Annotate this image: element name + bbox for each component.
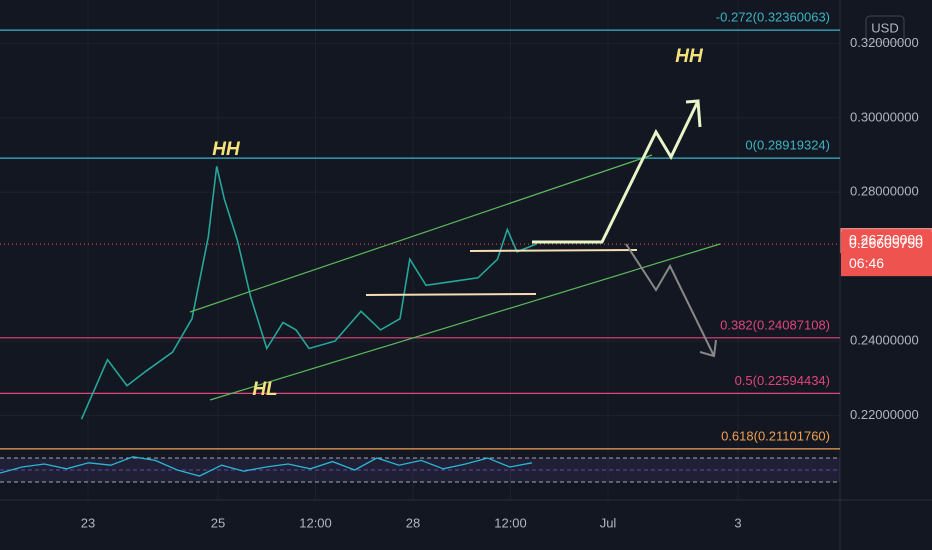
x-tick-label: 25 bbox=[211, 515, 225, 530]
fib-label: 0(0.28919324) bbox=[745, 138, 830, 153]
currency-box[interactable] bbox=[865, 15, 905, 43]
x-tick-label: 28 bbox=[406, 515, 420, 530]
x-tick-label: 3 bbox=[734, 515, 741, 530]
fib-label: 0.5(0.22594434) bbox=[735, 373, 830, 388]
annotation: HH bbox=[212, 139, 241, 160]
x-tick-label: Jul bbox=[600, 515, 617, 530]
y-tick-label: 0.28000000 bbox=[850, 184, 919, 199]
annotation: HL bbox=[252, 379, 277, 400]
price-box bbox=[841, 232, 932, 277]
price-label: 0.26700000 bbox=[849, 231, 923, 247]
countdown: 06:46 bbox=[849, 255, 884, 271]
currency[interactable]: USD bbox=[871, 20, 898, 35]
x-tick-label: 23 bbox=[81, 515, 95, 530]
fib-label: 0.618(0.21101760) bbox=[721, 428, 830, 443]
y-tick-label: 0.24000000 bbox=[850, 333, 919, 348]
y-tick-label: 0.22000000 bbox=[850, 407, 919, 422]
y-tick-label: 0.32000000 bbox=[850, 35, 919, 50]
x-tick-label: 12:00 bbox=[494, 515, 527, 530]
x-tick-label: 12:00 bbox=[299, 515, 332, 530]
fib-label: -0.272(0.32360063) bbox=[716, 10, 830, 25]
support-line bbox=[365, 293, 537, 296]
channel-line bbox=[209, 243, 721, 401]
projection-down bbox=[625, 243, 715, 357]
arrow-head bbox=[699, 339, 717, 358]
fib-label: 0.382(0.24087108) bbox=[720, 317, 830, 332]
channel-line bbox=[189, 154, 653, 313]
annotation: HH bbox=[675, 46, 704, 67]
rsi-line bbox=[0, 456, 533, 477]
arrow-head bbox=[685, 99, 702, 128]
projection-up bbox=[532, 100, 700, 244]
y-tick-label: 0.30000000 bbox=[850, 109, 919, 124]
support-line bbox=[469, 249, 638, 252]
price-line bbox=[80, 166, 537, 420]
price-label: 0.26605750 bbox=[849, 235, 923, 251]
